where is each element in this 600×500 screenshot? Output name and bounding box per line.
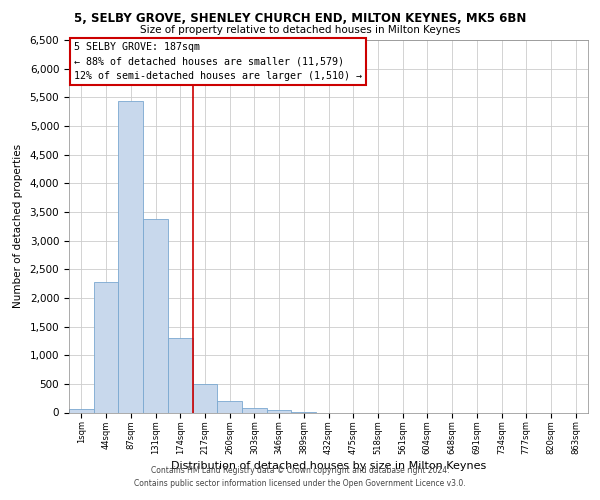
Bar — [217, 401, 242, 412]
Bar — [143, 219, 168, 412]
Text: Contains HM Land Registry data © Crown copyright and database right 2024.
Contai: Contains HM Land Registry data © Crown c… — [134, 466, 466, 487]
Text: 5 SELBY GROVE: 187sqm
← 88% of detached houses are smaller (11,579)
12% of semi-: 5 SELBY GROVE: 187sqm ← 88% of detached … — [74, 42, 362, 82]
Bar — [69, 409, 94, 412]
Bar — [193, 384, 217, 412]
Bar — [118, 102, 143, 412]
Text: Size of property relative to detached houses in Milton Keynes: Size of property relative to detached ho… — [140, 25, 460, 35]
Bar — [94, 282, 118, 412]
Bar — [242, 408, 267, 412]
Y-axis label: Number of detached properties: Number of detached properties — [13, 144, 23, 308]
Text: 5, SELBY GROVE, SHENLEY CHURCH END, MILTON KEYNES, MK5 6BN: 5, SELBY GROVE, SHENLEY CHURCH END, MILT… — [74, 12, 526, 26]
X-axis label: Distribution of detached houses by size in Milton Keynes: Distribution of detached houses by size … — [171, 461, 486, 471]
Bar — [267, 410, 292, 412]
Bar — [168, 338, 193, 412]
